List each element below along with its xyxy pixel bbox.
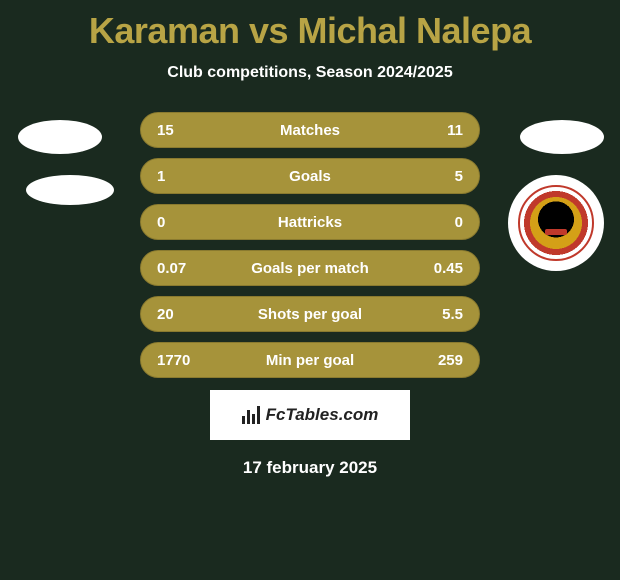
stat-left-value: 1 (157, 168, 197, 185)
stat-left-value: 1770 (157, 352, 197, 369)
date-label: 17 february 2025 (0, 458, 620, 478)
fctables-brand[interactable]: FcTables.com (210, 390, 410, 440)
stat-right-value: 259 (423, 352, 463, 369)
stat-left-value: 15 (157, 122, 197, 139)
stat-right-value: 5 (423, 168, 463, 185)
stat-row: 20 Shots per goal 5.5 (140, 296, 480, 332)
stat-row: 0 Hattricks 0 (140, 204, 480, 240)
stats-table: 15 Matches 11 1 Goals 5 0 Hattricks 0 0.… (140, 112, 480, 378)
genclerbirligi-badge-icon (518, 185, 594, 261)
stat-right-value: 5.5 (423, 306, 463, 323)
stat-left-value: 20 (157, 306, 197, 323)
stat-label: Min per goal (197, 352, 423, 369)
page-title: Karaman vs Michal Nalepa (0, 0, 620, 52)
subtitle: Club competitions, Season 2024/2025 (0, 64, 620, 82)
stat-right-value: 0.45 (423, 260, 463, 277)
stat-label: Goals (197, 168, 423, 185)
stat-left-value: 0 (157, 214, 197, 231)
player2-club-logo-1 (520, 120, 604, 154)
stat-label: Hattricks (197, 214, 423, 231)
stat-row: 1 Goals 5 (140, 158, 480, 194)
stat-row: 1770 Min per goal 259 (140, 342, 480, 378)
player1-club-logo-2 (26, 175, 114, 205)
brand-label: FcTables.com (266, 405, 379, 425)
stat-label: Goals per match (197, 260, 423, 277)
stat-label: Matches (197, 122, 423, 139)
stat-label: Shots per goal (197, 306, 423, 323)
stat-row: 0.07 Goals per match 0.45 (140, 250, 480, 286)
player1-club-logo-1 (18, 120, 102, 154)
bar-chart-icon (242, 406, 260, 424)
stat-right-value: 11 (423, 122, 463, 139)
stat-left-value: 0.07 (157, 260, 197, 277)
player2-club-logo-2 (508, 175, 604, 271)
stat-right-value: 0 (423, 214, 463, 231)
stat-row: 15 Matches 11 (140, 112, 480, 148)
